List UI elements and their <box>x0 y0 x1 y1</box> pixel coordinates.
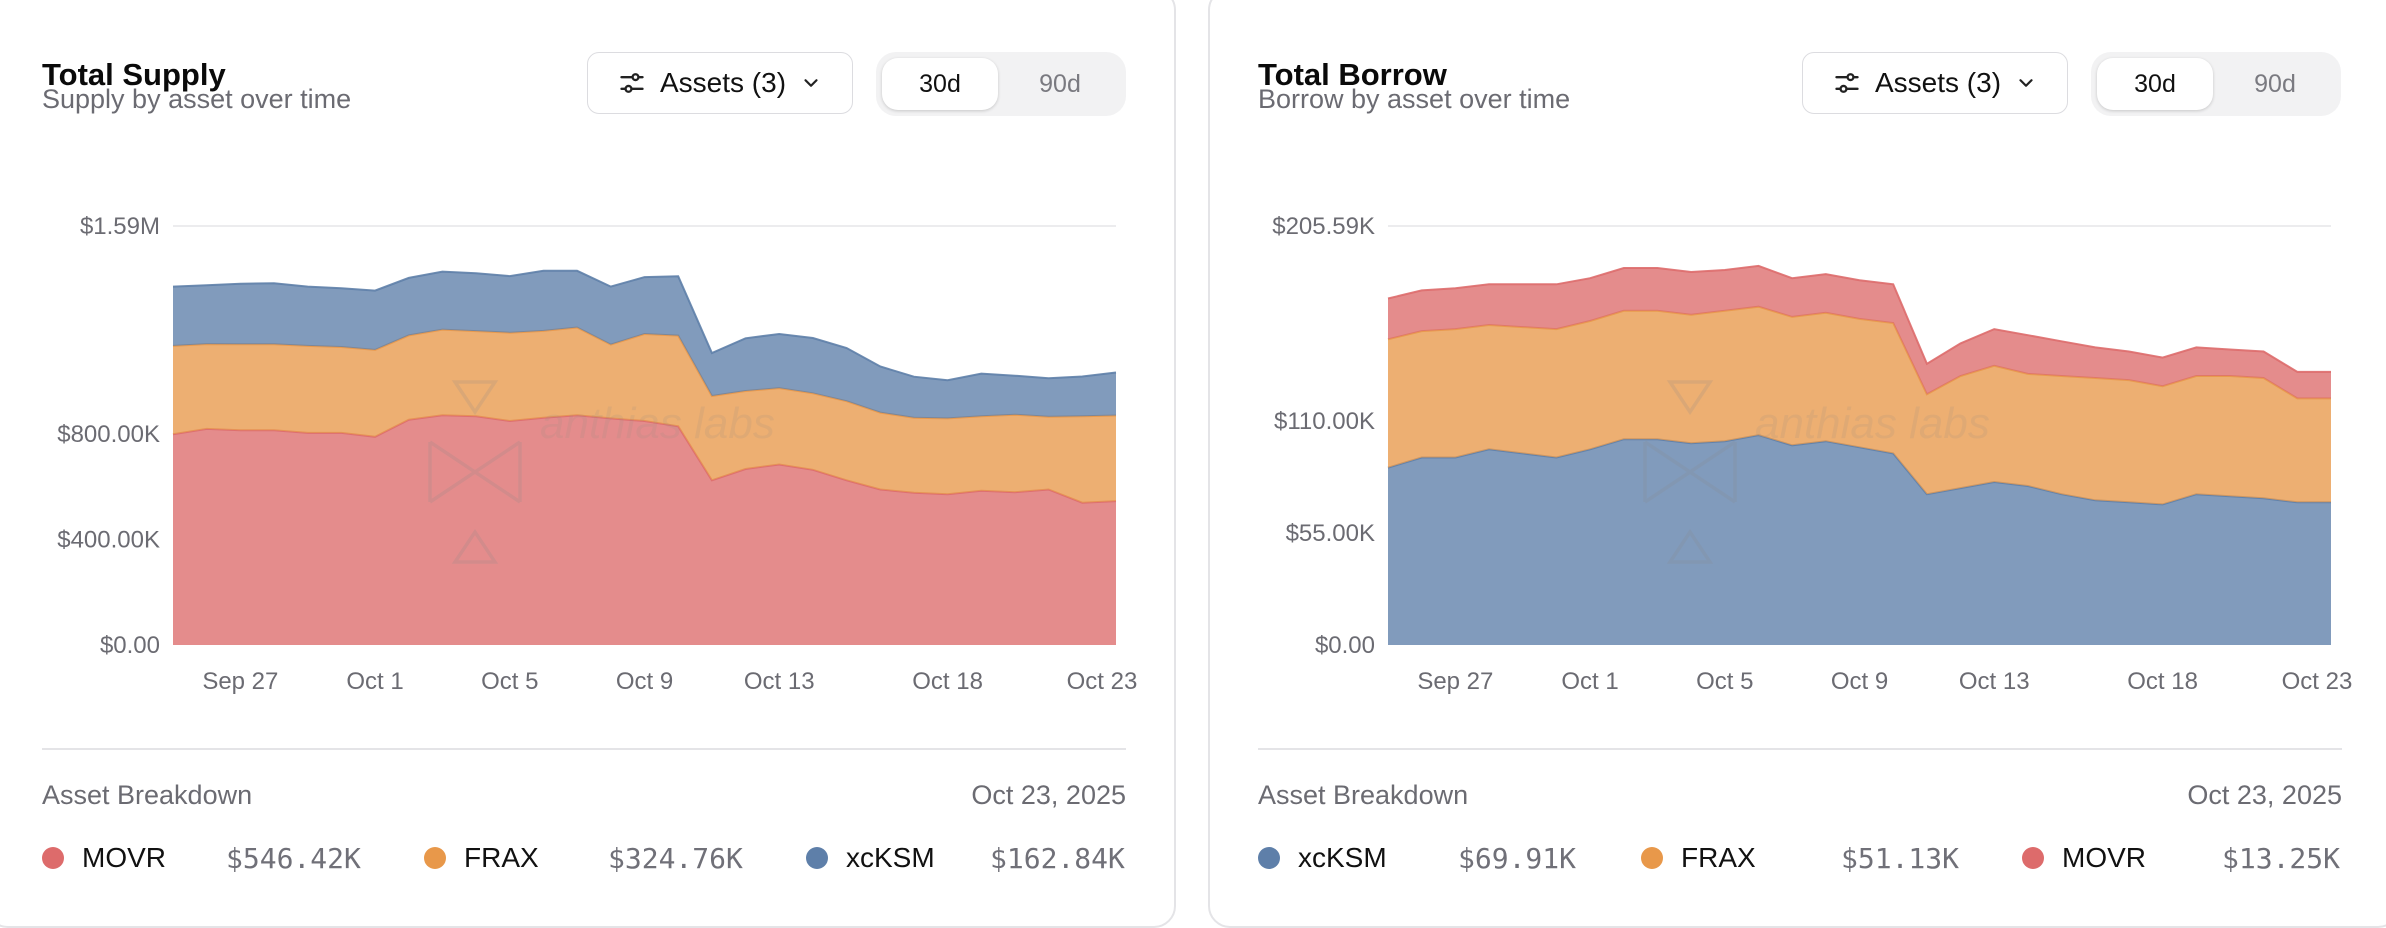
watermark-text: anthias labs <box>1755 399 1990 448</box>
area-series-frax[interactable] <box>173 327 1116 503</box>
x-tick-label: Oct 23 <box>2282 668 2353 695</box>
legend-asset-name: FRAX <box>464 842 539 873</box>
supply-area-chart: anthias labs $0.00 $400.00K $800.00K $1.59M… <box>57 213 1138 695</box>
watermark-text: anthias labs <box>540 399 775 448</box>
legend-asset-value: $162.84K <box>990 842 1125 875</box>
x-tick-label: Oct 9 <box>1831 668 1888 695</box>
watermark: anthias labs <box>428 380 775 564</box>
y-tick-label: $0.00 <box>100 632 160 659</box>
y-tick-label: $0.00 <box>1315 632 1375 659</box>
y-tick-label: $205.59K <box>1272 213 1375 240</box>
anthias-logo-icon <box>1643 380 1737 564</box>
legend-asset-name: MOVR <box>2062 842 2146 873</box>
breakdown-date: Oct 23, 2025 <box>971 780 1126 810</box>
borrow-area-chart: anthias labs $0.00 $55.00K $110.00K $205.59… <box>1272 213 2353 695</box>
legend-asset-value: $69.91K <box>1458 842 1577 875</box>
page-title: Total Borrow <box>1258 57 1447 92</box>
watermark: anthias labs <box>1643 380 1990 564</box>
range-90d-button[interactable]: 90d <box>1039 69 1081 98</box>
x-tick-label: Oct 18 <box>2127 668 2198 695</box>
chevron-down-icon <box>804 79 818 87</box>
legend-asset-name: FRAX <box>1681 842 1756 873</box>
x-tick-label: Sep 27 <box>202 668 278 695</box>
x-tick-label: Oct 18 <box>912 668 983 695</box>
divider <box>1258 748 2342 750</box>
page-title: Total Supply <box>42 57 226 92</box>
x-tick-label: Oct 13 <box>1959 668 2030 695</box>
xcksm-dot-icon <box>1258 847 1280 869</box>
x-tick-label: Oct 1 <box>1561 668 1618 695</box>
legend-asset-name: xcKSM <box>846 842 935 873</box>
x-tick-label: Oct 9 <box>616 668 673 695</box>
frax-dot-icon <box>424 847 446 869</box>
y-tick-label: $1.59M <box>80 213 160 240</box>
range-toggle: 30d 90d <box>876 52 1126 116</box>
area-series-xcksm[interactable] <box>1388 435 2331 645</box>
x-tick-label: Oct 5 <box>481 668 538 695</box>
area-series-frax[interactable] <box>1388 306 2331 505</box>
frax-dot-icon <box>1641 847 1663 869</box>
breakdown-title: Asset Breakdown <box>42 780 253 810</box>
chevron-down-icon <box>2019 79 2033 87</box>
assets-filter-button[interactable]: Assets (3) <box>1802 52 2068 114</box>
area-series-movr[interactable] <box>1388 265 2331 399</box>
x-tick-label: Oct 5 <box>1696 668 1753 695</box>
xcksm-dot-icon <box>806 847 828 869</box>
y-tick-label: $400.00K <box>57 527 160 554</box>
range-30d-button[interactable]: 30d <box>2097 58 2213 110</box>
assets-filter-label: Assets (3) <box>659 67 787 98</box>
assets-filter-button[interactable]: Assets (3) <box>587 52 853 114</box>
y-tick-label: $55.00K <box>1286 520 1375 547</box>
x-tick-label: Sep 27 <box>1417 668 1493 695</box>
sliders-icon <box>620 73 644 93</box>
legend-asset-name: xcKSM <box>1298 842 1387 873</box>
legend-asset-name: MOVR <box>82 842 166 873</box>
movr-dot-icon <box>2022 847 2044 869</box>
range-30d-button[interactable]: 30d <box>882 58 998 110</box>
range-90d-button[interactable]: 90d <box>2254 69 2296 98</box>
assets-filter-label: Assets (3) <box>1874 67 2002 98</box>
legend-asset-value: $51.13K <box>1841 842 1960 875</box>
series-line-movr <box>1387 264 2331 373</box>
x-tick-label: Oct 13 <box>744 668 815 695</box>
breakdown-date: Oct 23, 2025 <box>2187 780 2342 810</box>
legend-asset-value: $324.76K <box>608 842 743 875</box>
legend-asset-value: $546.42K <box>226 842 361 875</box>
card-subtitle: Borrow by asset over time <box>1258 84 1571 114</box>
series-line-xcksm <box>172 269 1117 382</box>
range-toggle: 30d 90d <box>2091 52 2341 116</box>
breakdown-title: Asset Breakdown <box>1258 780 1469 810</box>
anthias-logo-icon <box>428 380 522 564</box>
legend-asset-value: $13.25K <box>2222 842 2341 875</box>
x-tick-label: Oct 1 <box>346 668 403 695</box>
card-subtitle: Supply by asset over time <box>42 84 352 114</box>
y-tick-label: $110.00K <box>1274 408 1375 435</box>
divider <box>42 748 1126 750</box>
area-series-xcksm[interactable] <box>173 270 1116 419</box>
area-series-movr[interactable] <box>173 415 1116 645</box>
sliders-icon <box>1835 73 1859 93</box>
x-tick-label: Oct 23 <box>1067 668 1138 695</box>
movr-dot-icon <box>42 847 64 869</box>
y-tick-label: $800.00K <box>57 421 160 448</box>
